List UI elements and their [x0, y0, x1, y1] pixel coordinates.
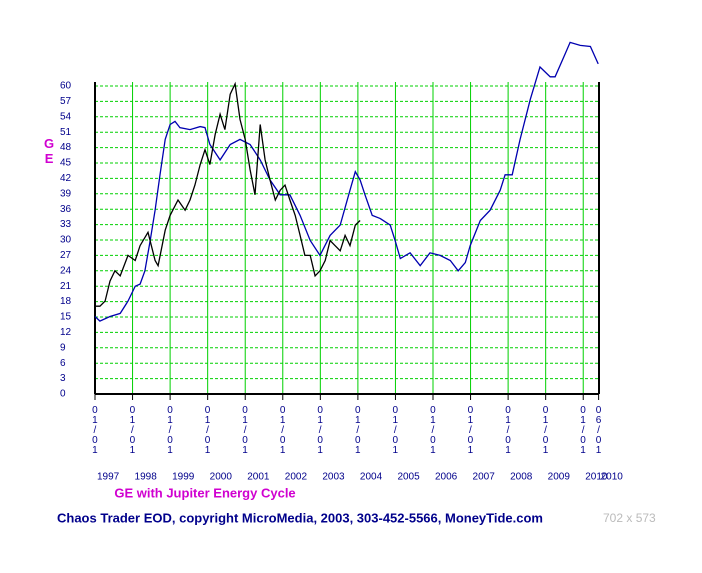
y-tick-label: 3	[60, 373, 66, 384]
y-tick-label: 30	[60, 235, 72, 246]
footer: Chaos Trader EOD, copyright MicroMedia, …	[57, 510, 543, 525]
x-tick-label: 01/01	[540, 405, 551, 455]
x-tick-year: 2007	[473, 472, 496, 483]
y-tick-label: 6	[60, 358, 66, 369]
x-tick-label: 01/01	[427, 405, 438, 455]
x-tick-year: 2003	[322, 472, 345, 483]
y-tick-label: 57	[60, 96, 72, 107]
x-tick-year: 1998	[135, 472, 158, 483]
y-tick-label: 60	[60, 81, 72, 92]
y-tick-label: 39	[60, 188, 72, 199]
chart-title: GE with Jupiter Energy Cycle	[114, 485, 295, 500]
x-tick-year: 1999	[172, 472, 195, 483]
x-tick-label: 01/01	[127, 405, 138, 455]
x-tick-label: 01/01	[89, 405, 100, 455]
x-tick-label: 01/01	[390, 405, 401, 455]
x-tick-year: 2008	[510, 472, 533, 483]
x-tick-year: 2001	[247, 472, 270, 483]
y-tick-label: 54	[60, 111, 72, 122]
y-tick-label: 45	[60, 158, 72, 169]
y-tick-label: 9	[60, 342, 66, 353]
series-line	[94, 41, 599, 322]
y-tick-label: 36	[60, 204, 72, 215]
x-tick-year: 2009	[548, 472, 571, 483]
x-tick-label: 01/01	[315, 405, 326, 455]
x-tick-label: 01/01	[164, 405, 175, 455]
x-tick-year: 2000	[210, 472, 233, 483]
x-tick-year: 2006	[435, 472, 458, 483]
x-tick-year: 2004	[360, 472, 383, 483]
size-note: 702 x 573	[603, 511, 656, 525]
x-tick-label: 01/01	[277, 405, 288, 455]
y-tick-label: 42	[60, 173, 72, 184]
y-tick-label: 48	[60, 142, 72, 153]
x-tick-label: 01/01	[578, 405, 589, 455]
x-tick-label: 01/01	[240, 405, 251, 455]
y-tick-label: 12	[60, 327, 72, 338]
y-tick-label: 0	[60, 389, 66, 400]
y-tick-label: 21	[60, 281, 72, 292]
x-tick-year: 2010	[601, 472, 624, 483]
x-tick-year: 2002	[285, 472, 308, 483]
series-line	[95, 81, 361, 307]
y-tick-label: 24	[60, 265, 72, 276]
x-tick-label: 01/01	[352, 405, 363, 455]
y-tick-label: 51	[60, 127, 72, 138]
x-tick-year: 2005	[397, 472, 420, 483]
x-tick-label: 06/01	[593, 405, 604, 455]
y-tick-label: 18	[60, 296, 72, 307]
y-axis-label: GE	[42, 136, 57, 166]
x-tick-label: 01/01	[502, 405, 513, 455]
y-tick-label: 15	[60, 312, 72, 323]
x-tick-year: 1997	[97, 472, 120, 483]
y-tick-label: 33	[60, 219, 72, 230]
x-tick-year: 2010	[585, 472, 608, 483]
y-tick-label: 27	[60, 250, 72, 261]
x-tick-label: 01/01	[465, 405, 476, 455]
x-tick-label: 01/01	[202, 405, 213, 455]
